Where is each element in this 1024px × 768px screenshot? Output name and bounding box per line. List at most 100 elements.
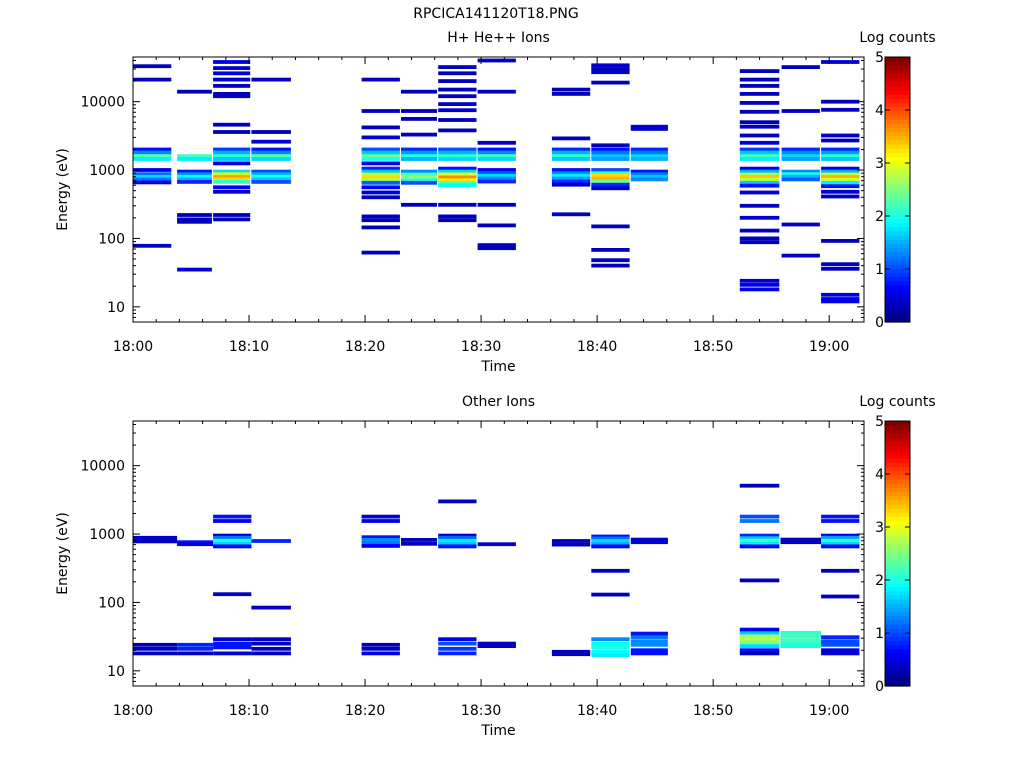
heatmap-cell	[251, 637, 291, 642]
x-tick-label: 18:00	[113, 339, 153, 355]
heatmap-cell	[438, 202, 477, 207]
x-tick-label: 18:00	[113, 703, 153, 719]
y-tick-label: 10	[107, 300, 125, 316]
heatmap-cell	[438, 157, 477, 161]
heatmap-cell	[739, 236, 780, 241]
colorbar-tick-label: 3	[875, 520, 884, 536]
heatmap-cell	[739, 538, 780, 543]
heatmap-cell	[477, 147, 516, 152]
heatmap-cell	[361, 214, 400, 219]
colorbar-segment	[885, 214, 910, 220]
heatmap-cell	[177, 180, 212, 184]
heatmap-cell	[438, 180, 477, 185]
heatmap-cell	[251, 169, 291, 174]
heatmap-cell	[213, 66, 251, 70]
colorbar-segment	[885, 193, 910, 199]
heatmap-cell	[401, 132, 437, 137]
heatmap-cell	[821, 184, 860, 189]
heatmap-cell	[361, 175, 400, 180]
heatmap-cell	[591, 182, 630, 187]
heatmap-cell	[821, 639, 860, 644]
heatmap-cell	[821, 651, 860, 656]
heatmap-cell	[591, 544, 630, 549]
heatmap-cell	[438, 154, 477, 158]
colorbar-segment	[885, 603, 910, 608]
heatmap-cell	[739, 536, 780, 541]
heatmap-cell	[591, 186, 630, 191]
colorbar-segment	[885, 90, 910, 95]
heatmap-cell	[821, 172, 860, 177]
x-tick-label: 18:40	[577, 703, 617, 719]
x-tick-label: 18:40	[577, 339, 617, 355]
colorbar-segment	[885, 160, 910, 166]
heatmap-cell	[401, 169, 437, 174]
heatmap-cell	[739, 120, 780, 125]
heatmap-cell	[781, 177, 820, 182]
heatmap-cell	[821, 262, 860, 267]
y-tick-label: 1000	[89, 163, 125, 179]
heatmap-cell	[401, 175, 437, 180]
heatmap-cell	[821, 107, 860, 112]
x-tick-label: 18:50	[693, 703, 733, 719]
colorbar-segment	[885, 106, 910, 112]
heatmap-cell	[630, 124, 668, 129]
colorbar-segment	[885, 590, 910, 596]
heatmap-cell	[438, 150, 477, 155]
heatmap-cell	[630, 648, 668, 653]
heatmap-cell	[739, 541, 780, 546]
colorbar-segment	[885, 293, 910, 298]
heatmap-cell	[821, 642, 860, 647]
heatmap-cell	[630, 540, 668, 545]
colorbar-segment	[885, 77, 910, 83]
heatmap-cell	[438, 178, 477, 183]
heatmap-cell	[591, 649, 630, 654]
heatmap-cell	[213, 180, 251, 184]
heatmap-cell	[213, 185, 251, 190]
heatmap-cell	[177, 89, 212, 94]
heatmap-cell	[821, 297, 860, 301]
heatmap-cell	[177, 177, 212, 182]
heatmap-cell	[739, 147, 780, 152]
colorbar-segment	[885, 168, 910, 174]
colorbar-segment	[885, 206, 910, 211]
heatmap-cell	[361, 195, 400, 200]
colorbar-segment	[885, 268, 910, 273]
colorbar-segment	[885, 189, 910, 195]
colorbar-segment	[885, 61, 910, 66]
heatmap-cell	[401, 180, 437, 185]
colorbar-segment	[885, 491, 910, 497]
colorbar-segment	[885, 255, 910, 261]
heatmap-cell	[739, 483, 780, 488]
heatmap-cell	[630, 537, 668, 542]
colorbar-segment	[885, 578, 910, 584]
heatmap-cell	[739, 240, 780, 245]
heatmap-cell	[477, 243, 516, 247]
colorbar-segment	[885, 131, 910, 137]
heatmap-cell	[251, 174, 291, 179]
heatmap-cell	[739, 640, 780, 645]
colorbar-segment	[885, 483, 910, 488]
heatmap-cell	[739, 648, 780, 653]
heatmap-cell	[177, 213, 212, 217]
heatmap-cell	[438, 641, 477, 646]
heatmap-cell	[781, 157, 820, 161]
heatmap-cell	[251, 172, 291, 177]
heatmap-cell	[551, 539, 591, 543]
y-tick-label: 10	[107, 664, 125, 680]
heatmap-cell	[438, 87, 477, 92]
heatmap-cell	[133, 651, 178, 656]
colorbar-segment	[885, 437, 910, 443]
heatmap-cell	[739, 203, 780, 208]
heatmap-cell	[739, 177, 780, 182]
heatmap-cell	[438, 172, 477, 177]
heatmap-cell	[739, 175, 780, 179]
heatmap-cell	[251, 180, 291, 184]
heatmap-cell	[477, 223, 516, 228]
colorbar-segment	[885, 123, 910, 128]
heatmap-cell	[739, 150, 780, 155]
heatmap-cell	[551, 542, 591, 547]
colorbar-tick-label: 4	[875, 467, 884, 483]
colorbar-segment	[885, 110, 910, 116]
data-layer	[133, 483, 860, 657]
colorbar-segment	[885, 619, 910, 625]
